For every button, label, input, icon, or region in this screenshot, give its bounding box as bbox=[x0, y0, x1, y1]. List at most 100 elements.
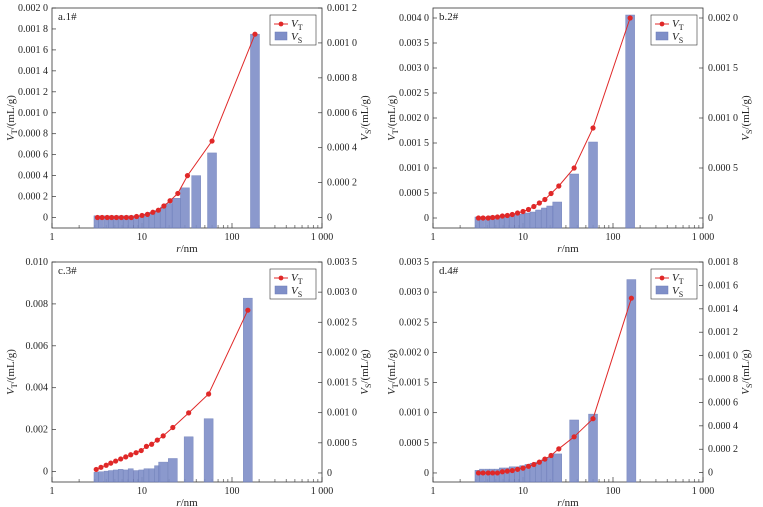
y-left-axis-label: VT/(mL/g) bbox=[5, 95, 19, 141]
y-left-tick-label: 0.003 5 bbox=[399, 38, 429, 49]
y-right-tick-label: 0.001 0 bbox=[327, 38, 357, 49]
legend-bar-swatch bbox=[274, 285, 288, 295]
x-tick-label: 100 bbox=[606, 232, 621, 243]
vt-point bbox=[628, 295, 634, 301]
vt-point bbox=[108, 460, 114, 466]
y-left-tick-label: 0.002 5 bbox=[399, 317, 429, 328]
y-right-tick-label: 0.000 6 bbox=[327, 108, 357, 119]
panel-label: d.4# bbox=[439, 265, 459, 277]
vt-point bbox=[548, 452, 554, 459]
vt-point bbox=[536, 200, 542, 206]
vt-point bbox=[94, 214, 101, 221]
x-tick-label: 10 bbox=[518, 486, 528, 497]
vs-bar bbox=[143, 468, 150, 483]
y-left-tick-label: 0 bbox=[43, 213, 48, 224]
y-left-tick-label: 0.003 0 bbox=[399, 287, 429, 298]
vs-bar bbox=[183, 436, 194, 483]
line-series-vt bbox=[93, 307, 251, 473]
vt-line bbox=[478, 298, 632, 474]
vt-point bbox=[113, 458, 119, 464]
y-left-tick-label: 0.001 8 bbox=[18, 24, 48, 35]
vs-bar bbox=[524, 212, 531, 229]
bar-series-vs bbox=[93, 297, 253, 483]
vs-bar bbox=[160, 206, 167, 229]
vt-point bbox=[98, 464, 104, 470]
vt-point bbox=[138, 447, 144, 454]
y-right-tick-label: 0 bbox=[708, 213, 713, 224]
y-right-tick-label: 0.000 5 bbox=[708, 163, 738, 174]
vs-bar bbox=[535, 209, 542, 229]
vt-point bbox=[509, 467, 515, 474]
y-right-tick-label: 0.003 5 bbox=[327, 257, 357, 268]
y-right-tick-label: 0.001 2 bbox=[708, 327, 738, 338]
legend-label-vt: VT bbox=[291, 272, 303, 286]
y-left-axis: 0 0.000 5 0.001 0 0.001 5 0.002 0 0.002 5 0.00… bbox=[399, 13, 437, 224]
chart-panel-2: 1 10 100 1 000 0 0.000 5 0.001 0 0.001 5 0.002 0… bbox=[386, 7, 754, 255]
y-right-tick-label: 0.001 6 bbox=[708, 280, 738, 291]
y-left-tick-label: 0 bbox=[43, 467, 48, 478]
legend-bar-swatch bbox=[655, 285, 669, 295]
vs-bar bbox=[546, 205, 554, 229]
y-right-tick-label: 0.001 0 bbox=[708, 351, 738, 362]
y-left-axis: 0 0.002 0.004 0.006 0.008 0.010 bbox=[26, 257, 56, 478]
vs-bar bbox=[519, 213, 525, 229]
y-right-tick-label: 0.000 2 bbox=[708, 444, 738, 455]
vt-point bbox=[556, 446, 562, 452]
vt-point bbox=[133, 450, 139, 456]
vt-point bbox=[571, 434, 577, 440]
y-left-tick-label: 0.006 bbox=[26, 341, 49, 352]
vs-bar bbox=[138, 469, 144, 483]
vt-point bbox=[571, 165, 577, 171]
x-tick-label: 1 000 bbox=[692, 486, 715, 497]
y-right-axis-label: VS/(mL/g) bbox=[359, 349, 373, 395]
vt-point bbox=[175, 190, 181, 197]
vs-bar bbox=[569, 419, 579, 483]
legend-bar-swatch bbox=[655, 31, 669, 41]
vt-point bbox=[245, 307, 251, 313]
plot-frame bbox=[432, 261, 704, 483]
bar-series-vs bbox=[474, 279, 637, 483]
vs-bar bbox=[479, 468, 485, 483]
vt-line bbox=[478, 17, 631, 219]
vt-point bbox=[490, 214, 496, 221]
vt-point bbox=[128, 452, 134, 458]
vt-point bbox=[542, 196, 548, 203]
vs-bar bbox=[98, 471, 104, 483]
vs-bar bbox=[625, 14, 635, 229]
chart-panel-4: 1 10 100 1 000 0 0.000 5 0.001 0 0.001 5 0.002 0… bbox=[386, 257, 754, 507]
vt-point bbox=[103, 462, 109, 468]
x-axis: 1 10 100 1 000 bbox=[50, 223, 333, 243]
vt-point bbox=[480, 215, 486, 221]
y-right-tick-label: 0 bbox=[327, 213, 332, 224]
y-right-axis: 0 0.000 5 0.001 0 0.001 5 0.002 0 bbox=[699, 13, 738, 224]
y-right-tick-label: 0.001 0 bbox=[708, 113, 738, 124]
vs-bar bbox=[626, 279, 637, 483]
y-right-tick-label: 0.001 4 bbox=[708, 304, 738, 315]
vs-bar bbox=[207, 152, 217, 229]
y-left-tick-label: 0.002 0 bbox=[399, 113, 429, 124]
vs-bar bbox=[243, 297, 253, 483]
x-axis-label: r/nm bbox=[557, 497, 579, 507]
y-left-axis-label: VT/(mL/g) bbox=[5, 349, 19, 395]
vt-point bbox=[209, 138, 215, 144]
legend-point-swatch bbox=[278, 21, 284, 27]
line-series-vt bbox=[475, 15, 633, 221]
vs-bar bbox=[180, 187, 190, 229]
vs-bar bbox=[103, 470, 109, 483]
legend-label-vs: VS bbox=[672, 31, 683, 45]
y-right-tick-label: 0.001 8 bbox=[708, 257, 738, 268]
vs-bar bbox=[191, 175, 201, 229]
vs-bar bbox=[552, 453, 562, 483]
y-left-tick-label: 0.002 bbox=[26, 425, 49, 436]
y-right-tick-label: 0.000 4 bbox=[327, 143, 357, 154]
vt-point bbox=[150, 209, 156, 215]
vs-bar bbox=[588, 141, 598, 229]
vs-bar bbox=[552, 201, 562, 229]
x-tick-label: 1 bbox=[50, 486, 55, 497]
vs-bar bbox=[127, 468, 134, 483]
legend-label-vs: VS bbox=[291, 285, 302, 299]
vt-point bbox=[128, 214, 134, 221]
y-right-tick-label: 0 bbox=[327, 468, 332, 479]
